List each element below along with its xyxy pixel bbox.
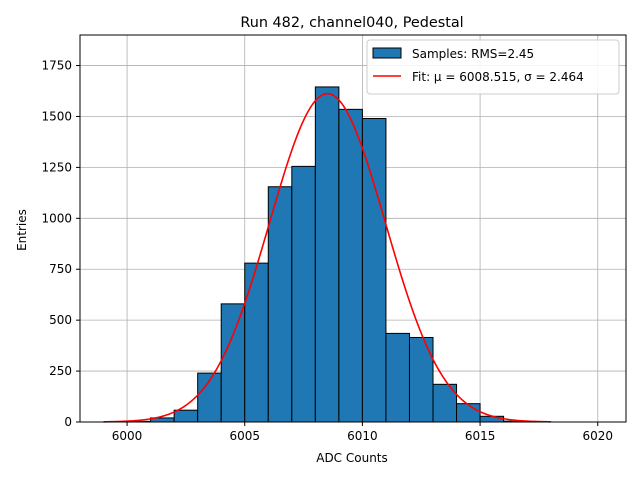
histogram-bar	[268, 187, 292, 422]
histogram-bar	[409, 337, 433, 422]
legend-samples-swatch	[373, 48, 401, 58]
y-tick-label: 750	[49, 262, 72, 276]
histogram-bar	[292, 166, 316, 422]
histogram-bar	[245, 263, 269, 422]
y-axis-label: Entries	[15, 209, 29, 251]
y-tick-label: 0	[64, 415, 72, 429]
x-tick-label: 6005	[229, 429, 260, 443]
x-tick-label: 6020	[582, 429, 613, 443]
y-tick-label: 500	[49, 313, 72, 327]
histogram-bar	[221, 304, 245, 422]
x-tick-label: 6010	[347, 429, 378, 443]
legend-samples-label: Samples: RMS=2.45	[412, 47, 534, 61]
histogram-bar	[386, 333, 410, 422]
y-tick-label: 1250	[41, 160, 72, 174]
x-tick-label: 6015	[465, 429, 496, 443]
y-tick-label: 1000	[41, 211, 72, 225]
y-tick-label: 1500	[41, 109, 72, 123]
legend-fit-label: Fit: μ = 6008.515, σ = 2.464	[412, 70, 584, 84]
y-tick-label: 250	[49, 364, 72, 378]
x-axis-label: ADC Counts	[316, 451, 388, 465]
y-tick-label: 1750	[41, 59, 72, 73]
histogram-bar	[457, 404, 481, 422]
histogram-bar	[315, 87, 339, 422]
histogram-bar	[480, 416, 504, 422]
chart-title: Run 482, channel040, Pedestal	[240, 15, 463, 31]
histogram-bar	[174, 410, 198, 422]
legend: Samples: RMS=2.45 Fit: μ = 6008.515, σ =…	[367, 40, 619, 94]
x-tick-label: 6000	[112, 429, 143, 443]
histogram-bar	[362, 119, 386, 422]
histogram-bar	[339, 109, 363, 422]
